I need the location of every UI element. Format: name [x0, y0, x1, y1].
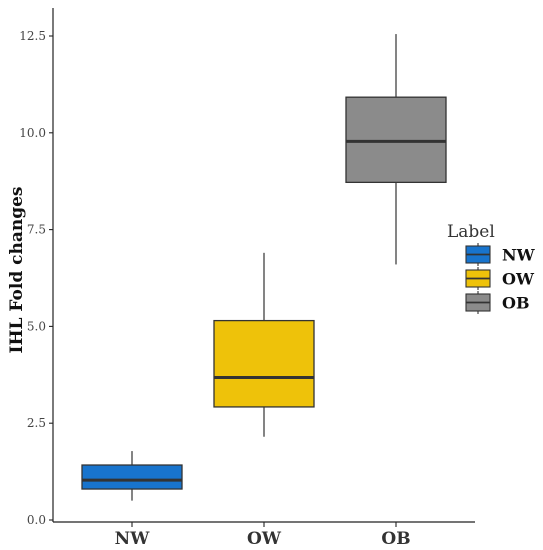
box-nw: [81, 451, 183, 501]
legend-label: OW: [502, 270, 535, 289]
box-ow: [213, 252, 315, 437]
legend: Label NW OW OB: [447, 222, 536, 314]
y-tick-label: 0.0: [27, 513, 46, 527]
box-iqr: [213, 319, 315, 408]
legend-item-nw: NW: [465, 243, 536, 266]
y-tick-label: 2.5: [27, 416, 46, 430]
y-tick-label: 10.0: [19, 126, 46, 140]
legend-title: Label: [447, 222, 495, 242]
plot-area: 0.0 2.5 5.0 7.5 10.0 12.5 NW OW OB: [19, 8, 475, 549]
legend-item-ow: OW: [465, 267, 535, 290]
y-tick-label: 5.0: [27, 319, 46, 333]
legend-label: NW: [502, 246, 536, 265]
x-tick-label: NW: [115, 529, 151, 549]
legend-label: OB: [502, 294, 529, 313]
y-axis-title: IHL Fold changes: [7, 187, 27, 354]
box-iqr: [345, 96, 447, 184]
box-iqr: [81, 464, 183, 490]
y-tick-label: 7.5: [27, 223, 46, 237]
x-tick-label: OW: [247, 529, 282, 549]
box-ob: [345, 34, 447, 265]
legend-item-ob: OB: [465, 291, 529, 314]
y-tick-label: 12.5: [19, 29, 46, 43]
x-tick-label: OB: [381, 529, 410, 549]
